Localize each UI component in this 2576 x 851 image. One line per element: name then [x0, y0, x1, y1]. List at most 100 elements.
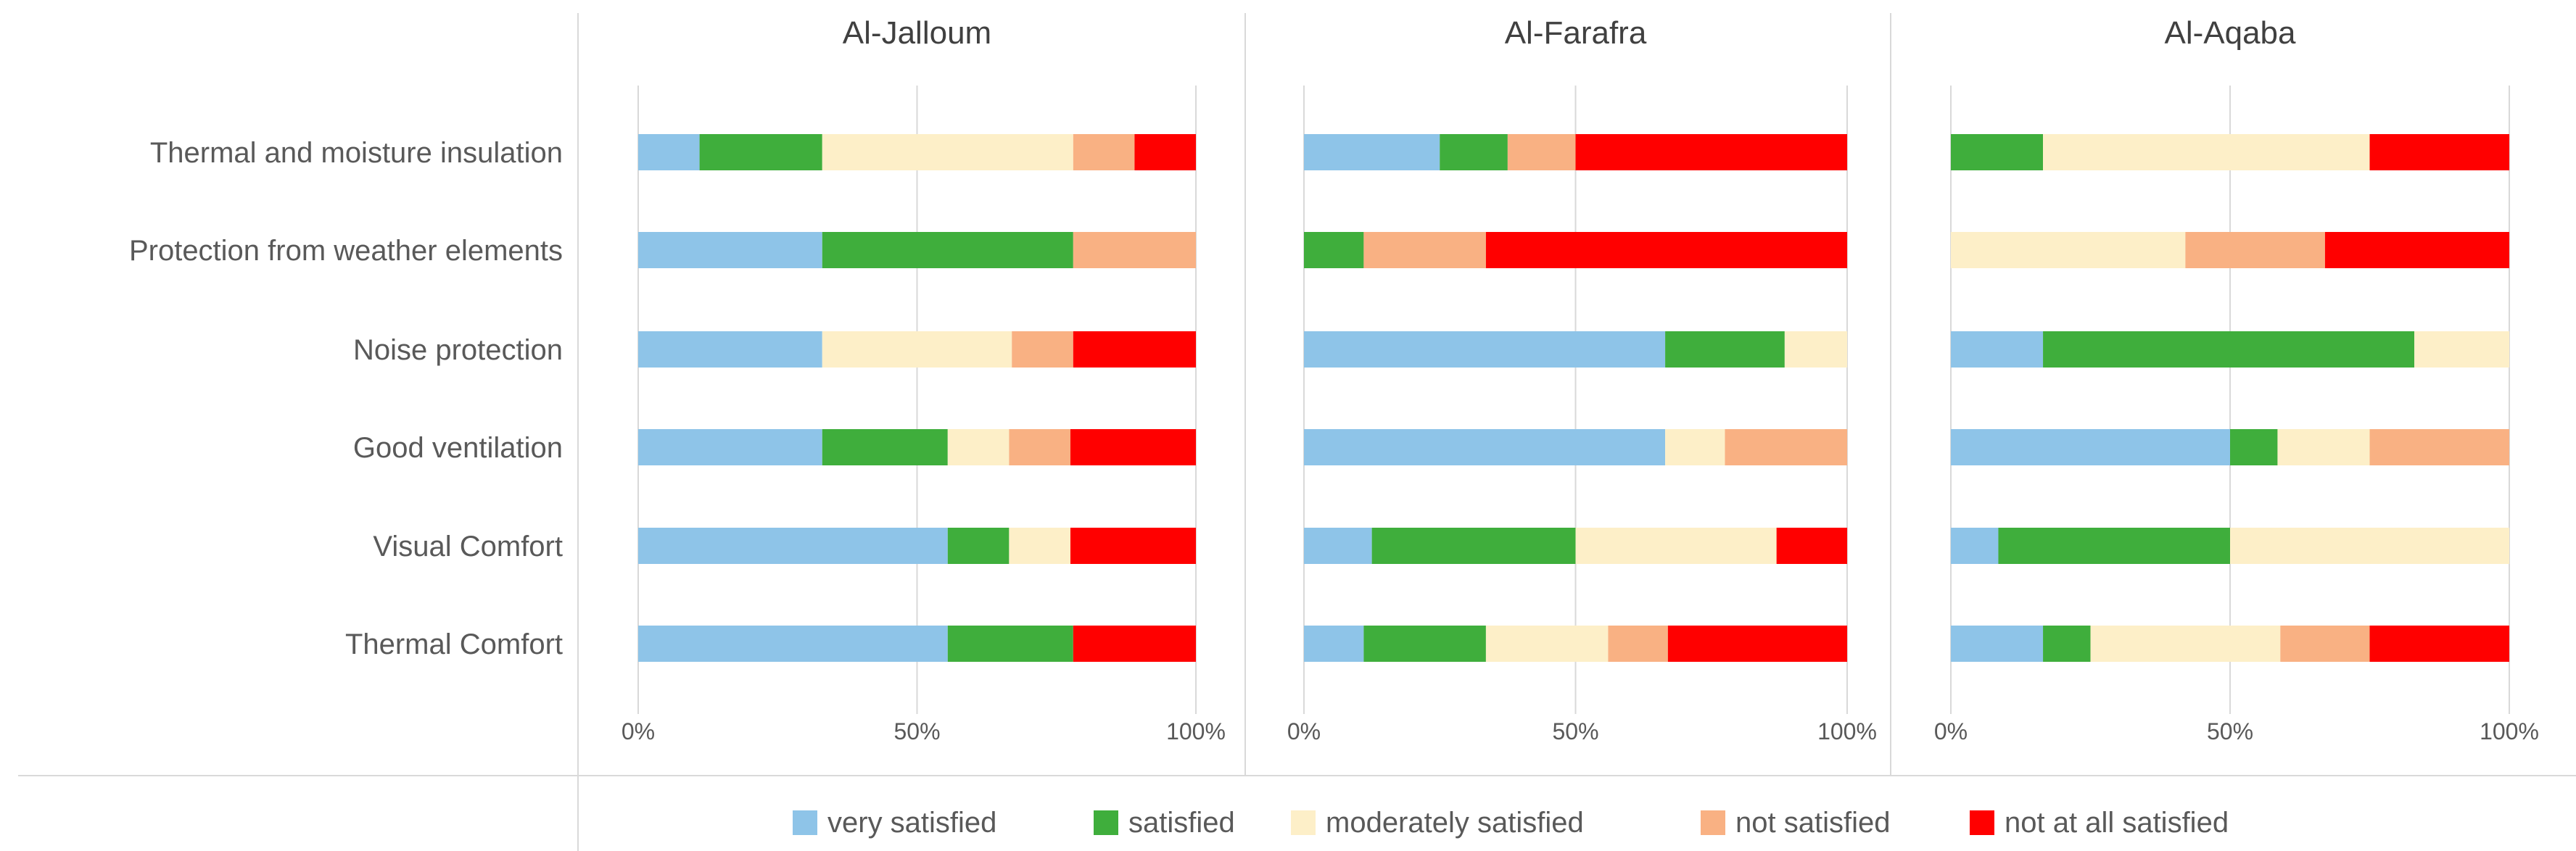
x-tick-50: 50% [2207, 718, 2253, 744]
bar-thermal-comfort-not-at-all-satisfied [1073, 626, 1196, 662]
bar-thermal-comfort-very-satisfied [1304, 626, 1364, 662]
bar-protection-from-weather-elements-satisfied [822, 232, 1073, 268]
panel-al-farafra: Al-Farafra 0% 50% 100% [1287, 15, 1877, 744]
category-label-thermal-comfort: Thermal Comfort [345, 628, 563, 660]
panel-title: Al-Farafra [1505, 15, 1647, 51]
bar-thermal-and-moisture-insulation-satisfied [1440, 134, 1508, 170]
bar-good-ventilation-very-satisfied [638, 429, 822, 465]
legend-swatch [1094, 810, 1118, 835]
legend-label: moderately satisfied [1326, 807, 1584, 839]
bar-thermal-and-moisture-insulation-very-satisfied [638, 134, 700, 170]
bar-protection-from-weather-elements-not-satisfied [2185, 232, 2325, 268]
legend-swatch [1701, 810, 1725, 835]
category-label-protection-from-weather-elements: Protection from weather elements [129, 235, 563, 267]
bar-good-ventilation-not-satisfied [1009, 429, 1070, 465]
bar-noise-protection-moderately-satisfied [2414, 331, 2509, 368]
bar-thermal-and-moisture-insulation-satisfied [1951, 134, 2044, 170]
legend-label: very satisfied [827, 807, 996, 839]
bar-thermal-and-moisture-insulation-not-at-all-satisfied [1575, 134, 1847, 170]
bar-thermal-and-moisture-insulation-not-satisfied [1073, 134, 1135, 170]
bar-thermal-comfort-not-at-all-satisfied [1667, 626, 1847, 662]
bar-visual-comfort-moderately-satisfied [2230, 528, 2509, 564]
bar-noise-protection-very-satisfied [1304, 331, 1666, 368]
bar-good-ventilation-moderately-satisfied [947, 429, 1010, 465]
legend-swatch [1291, 810, 1316, 835]
bar-thermal-comfort-satisfied [2043, 626, 2091, 662]
bar-protection-from-weather-elements-not-at-all-satisfied [2324, 232, 2509, 268]
bar-thermal-and-moisture-insulation-moderately-satisfied [2043, 134, 2370, 170]
bar-thermal-and-moisture-insulation-satisfied [699, 134, 822, 170]
bar-thermal-comfort-satisfied [947, 626, 1073, 662]
bar-thermal-and-moisture-insulation-not-satisfied [1507, 134, 1576, 170]
legend-item-not-at-all-satisfied: not at all satisfied [1970, 807, 2229, 839]
x-tick-50: 50% [1552, 718, 1598, 744]
legend-item-satisfied: satisfied [1094, 807, 1235, 839]
bar-visual-comfort-very-satisfied [1951, 528, 1999, 564]
x-tick-100: 100% [1166, 718, 1226, 744]
x-tick-0: 0% [622, 718, 655, 744]
bar-noise-protection-satisfied [1665, 331, 1785, 368]
bar-thermal-and-moisture-insulation-not-at-all-satisfied [1134, 134, 1196, 170]
bar-noise-protection-satisfied [2043, 331, 2415, 368]
bar-visual-comfort-very-satisfied [1304, 528, 1372, 564]
legend-swatch [793, 810, 817, 835]
bar-protection-from-weather-elements-satisfied [1304, 232, 1364, 268]
bar-thermal-comfort-very-satisfied [1951, 626, 2044, 662]
legend-label: not at all satisfied [2005, 807, 2229, 839]
bar-good-ventilation-very-satisfied [1951, 429, 2230, 465]
legend-label: satisfied [1128, 807, 1235, 839]
bar-noise-protection-not-satisfied [1012, 331, 1073, 368]
x-tick-0: 0% [1934, 718, 1968, 744]
bar-visual-comfort-satisfied [1998, 528, 2230, 564]
category-label-noise-protection: Noise protection [353, 334, 563, 366]
bar-visual-comfort-satisfied [1371, 528, 1576, 564]
bar-noise-protection-moderately-satisfied [1784, 331, 1847, 368]
bar-thermal-and-moisture-insulation-very-satisfied [1304, 134, 1440, 170]
bar-thermal-comfort-moderately-satisfied [2090, 626, 2281, 662]
bar-visual-comfort-very-satisfied [638, 528, 948, 564]
panel-title: Al-Aqaba [2164, 15, 2296, 51]
bar-protection-from-weather-elements-not-satisfied [1363, 232, 1486, 268]
bar-noise-protection-moderately-satisfied [822, 331, 1012, 368]
bar-thermal-comfort-not-satisfied [2280, 626, 2370, 662]
bar-protection-from-weather-elements-not-satisfied [1073, 232, 1196, 268]
category-label-good-ventilation: Good ventilation [353, 432, 563, 464]
bar-thermal-comfort-not-at-all-satisfied [2369, 626, 2509, 662]
bar-thermal-and-moisture-insulation-not-at-all-satisfied [2369, 134, 2509, 170]
x-tick-100: 100% [2480, 718, 2539, 744]
bar-good-ventilation-satisfied [2230, 429, 2278, 465]
bar-noise-protection-very-satisfied [638, 331, 822, 368]
bar-visual-comfort-satisfied [947, 528, 1010, 564]
x-tick-100: 100% [1817, 718, 1877, 744]
panel-al-jalloum: Al-Jalloum 0% 50% 100% [622, 15, 1226, 744]
bar-good-ventilation-not-at-all-satisfied [1070, 429, 1196, 465]
bar-noise-protection-not-at-all-satisfied [1073, 331, 1196, 368]
legend-label: not satisfied [1735, 807, 1890, 839]
bar-protection-from-weather-elements-moderately-satisfied [1951, 232, 2186, 268]
bar-protection-from-weather-elements-very-satisfied [638, 232, 822, 268]
bar-good-ventilation-not-satisfied [1725, 429, 1847, 465]
bar-good-ventilation-very-satisfied [1304, 429, 1666, 465]
bar-protection-from-weather-elements-not-at-all-satisfied [1485, 232, 1847, 268]
panel-dividers [18, 13, 2576, 851]
bar-thermal-comfort-satisfied [1363, 626, 1486, 662]
x-tick-50: 50% [893, 718, 940, 744]
bar-visual-comfort-not-at-all-satisfied [1776, 528, 1847, 564]
panel-title: Al-Jalloum [843, 15, 991, 51]
bar-good-ventilation-moderately-satisfied [1665, 429, 1725, 465]
bar-good-ventilation-not-satisfied [2369, 429, 2509, 465]
bar-noise-protection-very-satisfied [1951, 331, 2044, 368]
panel-al-aqaba: Al-Aqaba 0% 50% 100% [1934, 15, 2539, 744]
bar-visual-comfort-moderately-satisfied [1575, 528, 1777, 564]
bar-good-ventilation-satisfied [822, 429, 948, 465]
legend-item-moderately-satisfied: moderately satisfied [1291, 807, 1584, 839]
bar-visual-comfort-moderately-satisfied [1009, 528, 1070, 564]
bar-thermal-comfort-not-satisfied [1608, 626, 1668, 662]
bar-thermal-comfort-moderately-satisfied [1485, 626, 1609, 662]
category-label-visual-comfort: Visual Comfort [373, 531, 563, 563]
legend-item-very-satisfied: very satisfied [793, 807, 996, 839]
category-labels: Thermal and moisture insulation Protectio… [129, 137, 563, 660]
bar-thermal-and-moisture-insulation-moderately-satisfied [822, 134, 1073, 170]
